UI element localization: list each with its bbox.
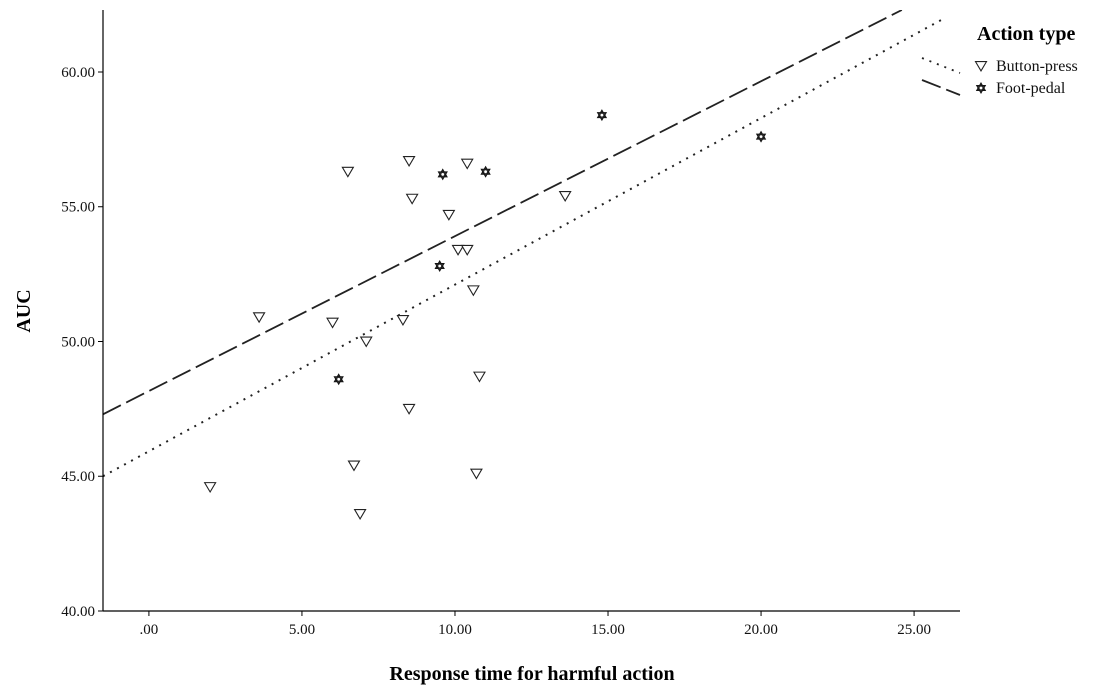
data-point-button-press [326,317,340,329]
x-tick-label: 25.00 [897,622,931,638]
legend-entry: Button-press [921,57,1078,75]
legend: Action type Button-press Foot-pedal [921,23,1078,97]
x-tick-label: .00 [140,622,159,638]
x-tick-label: 10.00 [438,622,472,638]
data-point-foot-pedal [434,260,445,273]
y-tick-label: 55.00 [61,200,95,216]
legend-star-marker [975,81,987,95]
fit-line-button-press [103,17,946,478]
data-point-foot-pedal [437,168,448,181]
data-point-button-press [466,285,480,297]
x-ticks: .00 5.00 10.00 15.00 20.00 25.00 [140,611,931,638]
y-tick-label: 40.00 [61,604,95,620]
y-tick-label: 45.00 [61,469,95,485]
data-point-button-press [341,166,355,178]
data-point-button-press [402,403,416,415]
data-point-button-press [451,244,465,256]
legend-triangle-marker [974,61,988,73]
legend-line-swatch [921,79,961,96]
data-point-button-press [353,509,367,521]
legend-label: Foot-pedal [996,80,1066,97]
data-point-foot-pedal [596,109,608,122]
data-point-button-press [460,244,474,256]
y-tick-label: 60.00 [61,65,95,81]
axes [102,10,960,612]
data-points [203,109,767,521]
y-tick-label: 50.00 [61,334,95,350]
legend-title: Action type [977,23,1075,45]
data-point-button-press [252,312,266,324]
legend-line-swatch [921,57,961,74]
x-tick-label: 5.00 [289,622,315,638]
data-point-button-press [402,155,416,167]
fit-lines [103,10,946,478]
data-point-button-press [405,193,419,205]
data-point-foot-pedal [480,165,491,178]
y-ticks: 40.00 45.00 50.00 55.00 60.00 [61,65,103,620]
data-point-button-press [469,468,483,480]
data-point-button-press [347,460,361,472]
data-point-button-press [558,191,572,202]
data-point-foot-pedal [333,373,344,386]
fit-line-foot-pedal [103,10,903,416]
legend-entries: Button-press Foot-pedal [921,57,1078,97]
y-axis-title: AUC [13,289,35,332]
data-point-button-press [396,314,410,326]
x-tick-label: 15.00 [591,622,625,638]
legend-entry: Foot-pedal [921,79,1066,97]
data-point-button-press [203,482,217,494]
data-point-button-press [460,158,474,170]
data-point-foot-pedal [755,130,767,143]
x-axis-title: Response time for harmful action [389,663,674,685]
data-point-button-press [359,336,373,348]
data-point-button-press [473,371,486,383]
x-tick-label: 20.00 [744,622,778,638]
data-point-button-press [442,209,456,221]
legend-label: Button-press [996,58,1078,75]
